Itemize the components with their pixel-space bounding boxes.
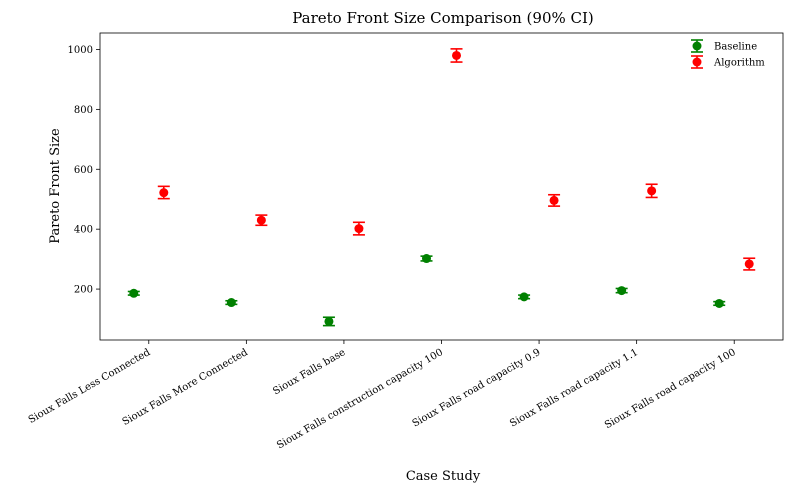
y-tick-label: 400 <box>74 225 93 236</box>
legend-baseline-label: Baseline <box>714 42 757 53</box>
baseline-point <box>324 316 334 326</box>
y-axis: 200 400 600 800 1000 <box>68 45 100 296</box>
algorithm-point <box>647 186 657 196</box>
baseline-point <box>714 298 724 308</box>
algorithm-point <box>744 259 754 269</box>
legend-algorithm-marker <box>692 57 702 67</box>
baseline-point <box>422 254 431 264</box>
algorithm-point <box>159 188 169 198</box>
y-axis-label: Pareto Front Size <box>48 128 63 244</box>
x-axis-label: Case Study <box>406 469 481 484</box>
algorithm-point <box>354 224 364 234</box>
legend: Baseline Algorithm <box>691 39 765 69</box>
y-tick-label: 800 <box>74 105 93 116</box>
baseline-point <box>129 288 139 298</box>
algorithm-point <box>452 50 461 60</box>
y-tick-label: 1000 <box>68 45 93 56</box>
algorithm-point <box>256 215 266 225</box>
baseline-point <box>617 286 627 296</box>
legend-algorithm-label: Algorithm <box>713 58 765 69</box>
baseline-point <box>226 298 236 308</box>
y-tick-label: 200 <box>74 285 93 296</box>
legend-baseline-marker <box>692 41 702 51</box>
algorithm-point <box>549 195 559 205</box>
y-tick-label: 600 <box>74 165 93 176</box>
data-marks <box>127 48 756 327</box>
baseline-point <box>519 292 529 302</box>
chart-title: Pareto Front Size Comparison (90% CI) <box>292 9 594 27</box>
